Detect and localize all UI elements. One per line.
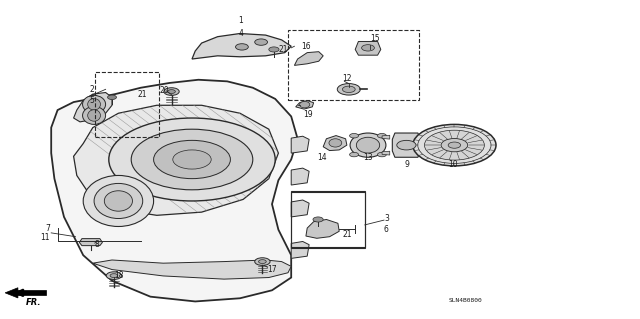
Ellipse shape [104,191,132,211]
Ellipse shape [329,139,342,147]
Ellipse shape [300,101,310,108]
Circle shape [236,44,248,50]
Polygon shape [79,239,102,246]
Ellipse shape [83,107,106,124]
Text: 21: 21 [342,230,352,239]
Polygon shape [291,168,309,185]
Circle shape [413,124,496,166]
Polygon shape [5,288,18,298]
Text: 6: 6 [384,225,389,234]
Circle shape [378,152,387,157]
Polygon shape [382,151,390,155]
Polygon shape [192,33,291,59]
Circle shape [424,130,484,160]
Text: 5: 5 [90,96,95,105]
Ellipse shape [94,183,143,219]
Text: 15: 15 [370,34,380,43]
Text: 20: 20 [160,86,170,95]
Circle shape [106,272,122,279]
Circle shape [173,150,211,169]
Polygon shape [291,200,309,217]
Text: 13: 13 [363,153,372,162]
Text: FR.: FR. [26,298,41,307]
Bar [95,72,159,137]
Circle shape [259,260,266,263]
Circle shape [441,138,468,152]
Polygon shape [306,219,339,238]
Polygon shape [74,105,278,215]
Circle shape [110,274,118,278]
Polygon shape [355,41,381,55]
Text: SLN4B0800: SLN4B0800 [449,298,483,303]
Polygon shape [51,80,298,301]
Polygon shape [323,136,347,151]
Text: 3: 3 [384,214,389,223]
Ellipse shape [83,95,106,113]
Text: 16: 16 [301,42,310,51]
Circle shape [342,86,355,93]
Circle shape [108,95,116,100]
Polygon shape [294,52,323,65]
Circle shape [448,142,461,148]
Text: 7: 7 [45,224,50,233]
Text: 10: 10 [448,160,458,169]
Polygon shape [382,135,390,139]
Ellipse shape [350,133,386,157]
Polygon shape [74,93,112,122]
Bar [291,191,365,247]
Circle shape [397,140,416,150]
Circle shape [164,88,179,95]
Circle shape [362,45,374,51]
Polygon shape [93,260,291,279]
Text: 14: 14 [317,153,326,162]
Text: 19: 19 [303,110,312,119]
Circle shape [255,258,270,265]
Bar [288,30,419,100]
Circle shape [269,47,279,52]
Text: 4: 4 [238,29,243,38]
Text: 18: 18 [114,271,124,280]
Circle shape [349,152,358,157]
Circle shape [109,118,275,201]
Text: 1: 1 [239,16,243,25]
Polygon shape [291,136,309,153]
Text: 2: 2 [90,85,95,94]
Polygon shape [392,133,420,157]
Text: 21: 21 [138,90,147,99]
Ellipse shape [88,99,100,110]
Polygon shape [291,241,309,258]
Circle shape [378,133,387,138]
Text: 8: 8 [95,241,99,249]
Circle shape [337,84,360,95]
Text: 11: 11 [40,233,50,242]
Bar [291,192,365,248]
Circle shape [154,140,230,179]
Text: 17: 17 [267,265,276,274]
Text: 9: 9 [404,160,410,169]
Circle shape [168,90,175,93]
Polygon shape [296,100,314,109]
Ellipse shape [88,110,100,121]
Circle shape [349,133,358,138]
Circle shape [131,129,253,190]
Ellipse shape [83,175,154,226]
Circle shape [255,39,268,45]
Polygon shape [14,290,46,295]
Circle shape [313,217,323,222]
Text: 21: 21 [278,45,288,54]
Text: 12: 12 [342,74,352,83]
Ellipse shape [356,137,380,153]
